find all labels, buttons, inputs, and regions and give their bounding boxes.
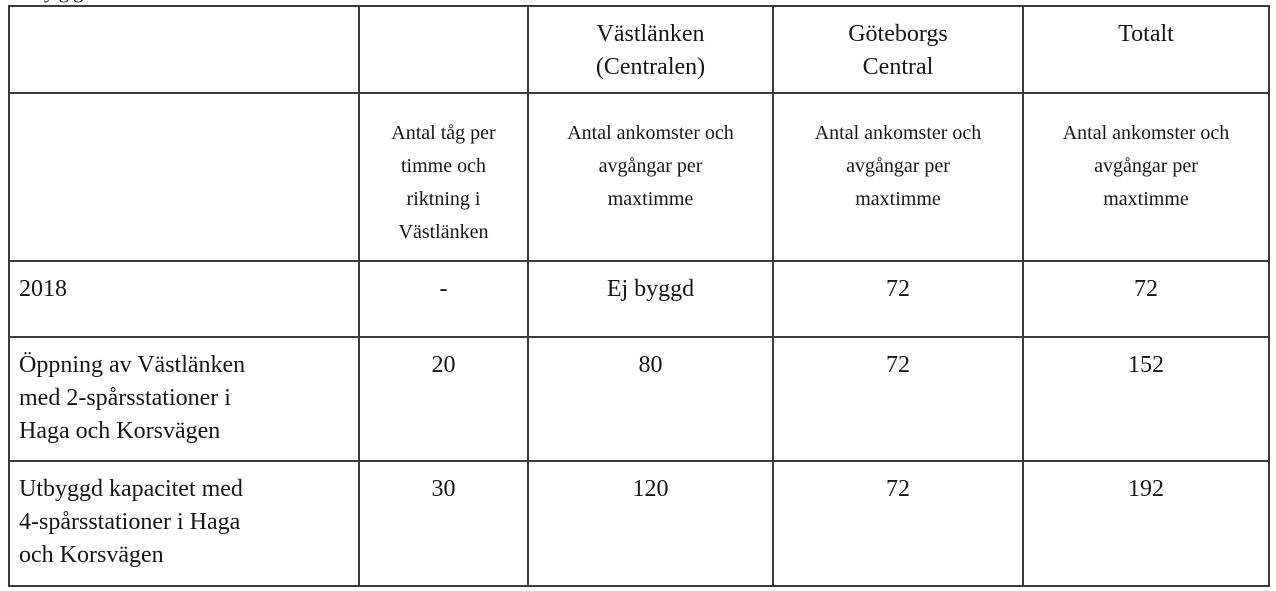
subheader-cell-vastlanken-centralen: Antal ankomster och avgångar per maxtimm… [527,92,774,262]
cell-oppning-totalt: 152 [1022,336,1270,462]
header-cell-goteborgs-central: Göteborgs Central [772,5,1024,94]
capacity-table: Västlänken (Centralen) Göteborgs Central… [8,5,1270,587]
table-row-oppning: Öppning av Västlänken med 2-spårsstation… [8,336,1270,462]
header-cell-vastlanken-centralen: Västlänken (Centralen) [527,5,774,94]
clipped-caption-text: ygg [44,0,88,3]
header-row: Västlänken (Centralen) Göteborgs Central… [8,5,1270,94]
subheader-cell-goteborgs-central: Antal ankomster och avgångar per maxtimm… [772,92,1024,262]
cell-utbyggd-vastlanken-riktning: 30 [358,460,529,587]
table-row-2018: 2018 - Ej byggd 72 72 [8,260,1270,338]
subheader-cell-totalt: Antal ankomster och avgångar per maxtimm… [1022,92,1270,262]
cell-utbyggd-goteborgs-central: 72 [772,460,1024,587]
subheader-row: Antal tåg per timme och riktning i Västl… [8,92,1270,262]
cell-oppning-vastlanken-centralen: 80 [527,336,774,462]
clipped-caption-fragment: ygg [44,0,154,4]
cell-2018-totalt: 72 [1022,260,1270,338]
table-row-utbyggd: Utbyggd kapacitet med 4-spårsstationer i… [8,460,1270,587]
cell-2018-vastlanken-centralen: Ej byggd [527,260,774,338]
cell-oppning-vastlanken-riktning: 20 [358,336,529,462]
header-cell-vastlanken-riktning [358,5,529,94]
row-label-2018: 2018 [8,260,360,338]
header-cell-row-label [8,5,360,94]
cell-utbyggd-vastlanken-centralen: 120 [527,460,774,587]
cell-2018-goteborgs-central: 72 [772,260,1024,338]
row-label-utbyggd: Utbyggd kapacitet med 4-spårsstationer i… [8,460,360,587]
cell-utbyggd-totalt: 192 [1022,460,1270,587]
cell-2018-vastlanken-riktning: - [358,260,529,338]
row-label-oppning: Öppning av Västlänken med 2-spårsstation… [8,336,360,462]
header-cell-totalt: Totalt [1022,5,1270,94]
subheader-cell-vastlanken-riktning: Antal tåg per timme och riktning i Västl… [358,92,529,262]
cell-oppning-goteborgs-central: 72 [772,336,1024,462]
subheader-cell-row-label [8,92,360,262]
